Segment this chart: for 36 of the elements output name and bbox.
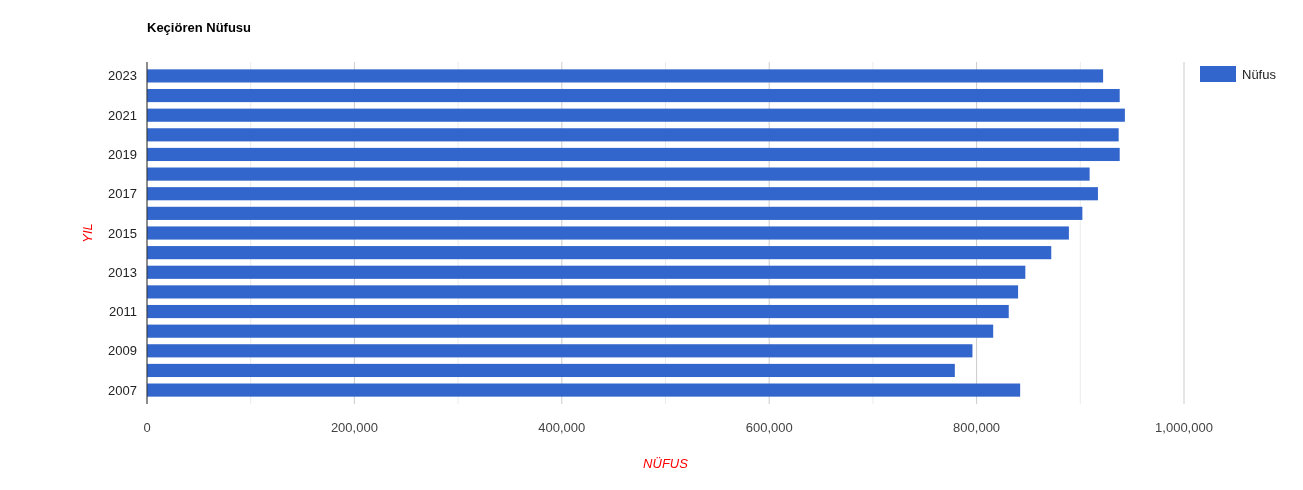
y-tick-label: 2011 xyxy=(109,304,137,320)
bar xyxy=(147,285,1019,299)
bar xyxy=(147,69,1104,83)
y-axis-title: YIL xyxy=(80,223,95,243)
x-tick-label: 200,000 xyxy=(330,420,378,435)
bar xyxy=(147,383,1021,397)
y-tick-label: 2017 xyxy=(108,186,137,202)
bar xyxy=(147,147,1120,162)
bar xyxy=(147,128,1119,142)
bar xyxy=(147,324,994,338)
x-tick-label: 0 xyxy=(143,420,151,435)
bar xyxy=(147,265,1026,279)
y-tick-label: 2009 xyxy=(108,343,137,359)
x-tick-label: 800,000 xyxy=(953,420,1001,435)
y-tick-label: 2023 xyxy=(108,68,137,84)
bar xyxy=(147,246,1052,260)
y-tick-label: 2013 xyxy=(108,264,137,280)
bar xyxy=(147,167,1090,181)
x-tick-label: 600,000 xyxy=(745,420,793,435)
bar xyxy=(147,304,1009,319)
bar xyxy=(147,344,973,358)
y-tick-label: 2021 xyxy=(108,107,137,123)
legend-label: Nüfus xyxy=(1242,66,1277,82)
bar xyxy=(147,108,1125,122)
x-tick-label: 1,000,000 xyxy=(1155,420,1213,435)
bar xyxy=(147,206,1083,220)
bar xyxy=(147,187,1098,201)
bar xyxy=(147,88,1120,103)
chart-title: Keçiören Nüfusu xyxy=(147,20,252,35)
y-tick-label: 2015 xyxy=(108,225,137,241)
x-axis-title: NÜFUS xyxy=(643,456,689,471)
y-tick-label: 2019 xyxy=(108,147,137,163)
x-tick-label: 400,000 xyxy=(538,420,586,435)
y-tick-label: 2007 xyxy=(108,382,137,398)
bar xyxy=(147,363,955,378)
bar xyxy=(147,226,1069,240)
